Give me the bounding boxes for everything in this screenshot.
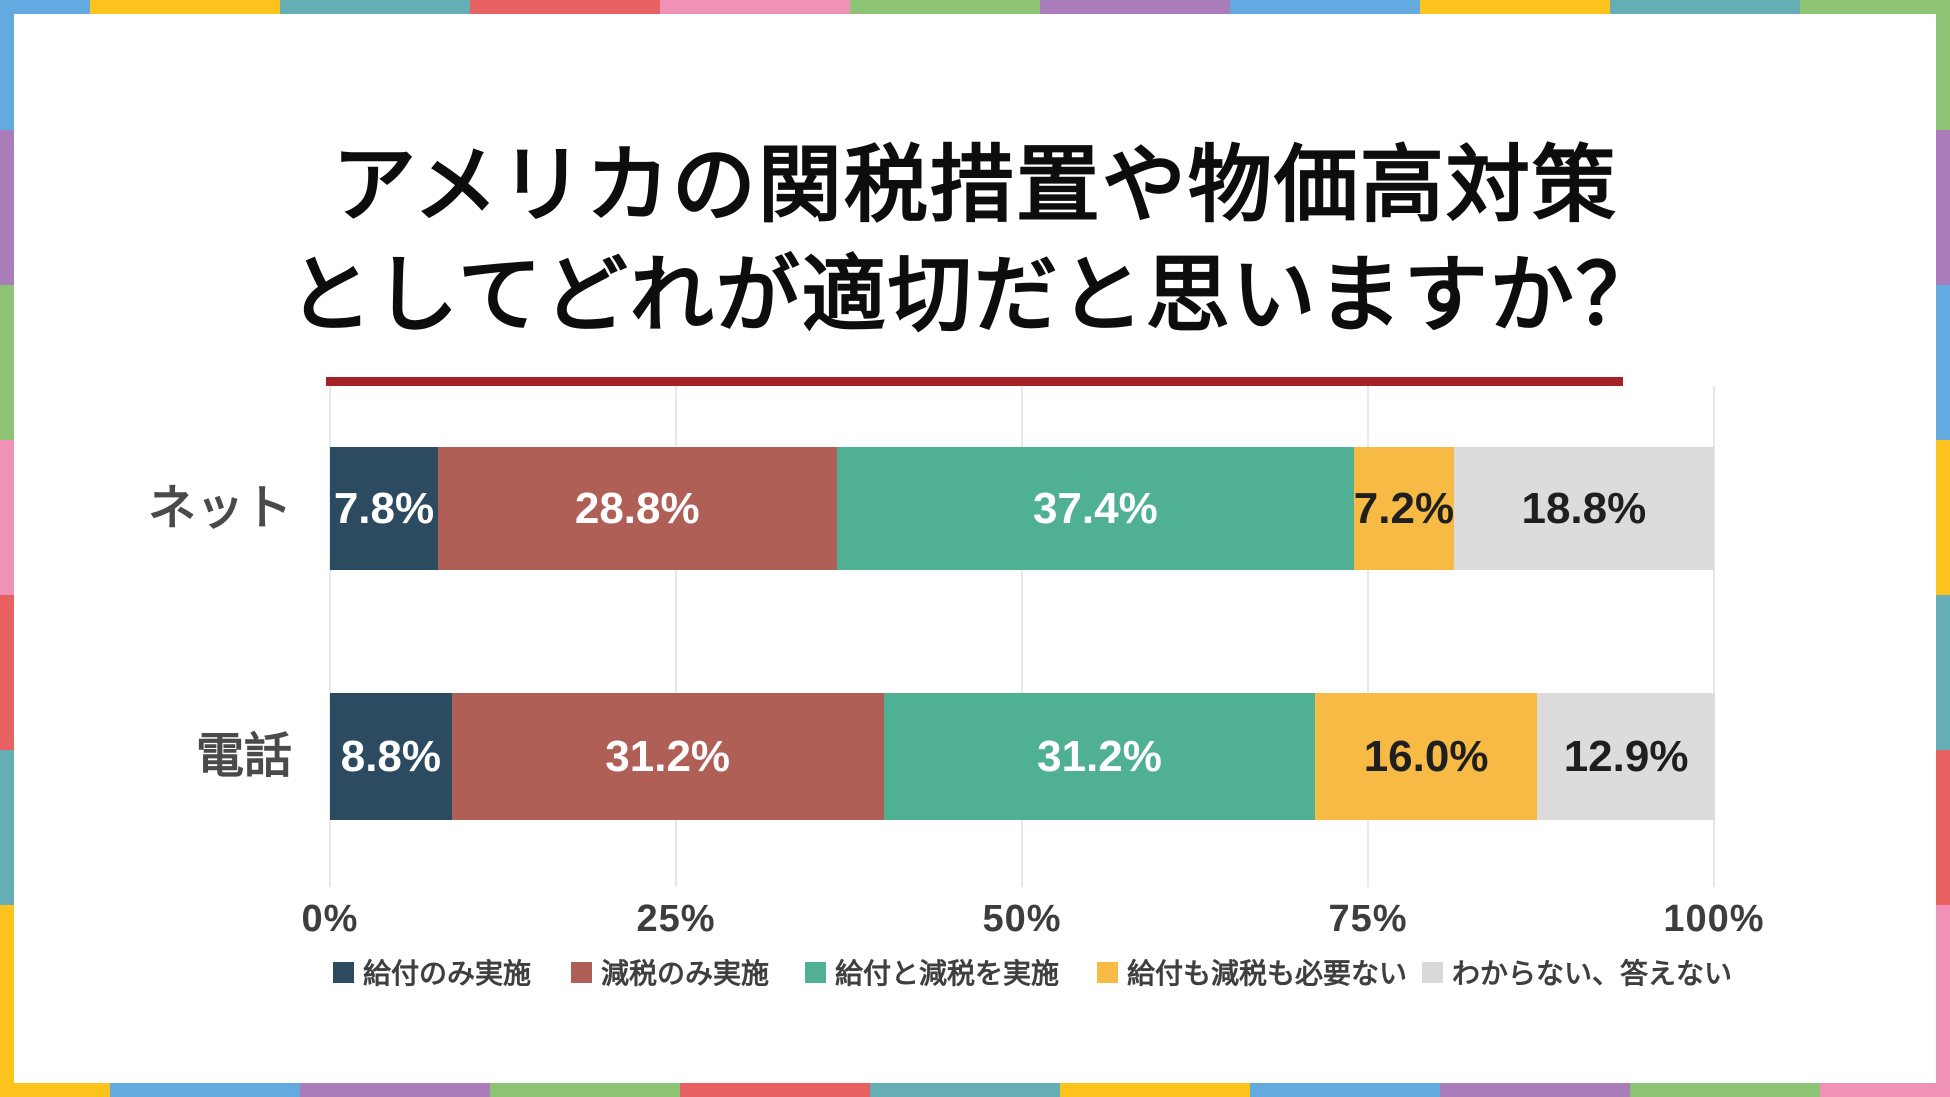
- category-label-電話: 電話: [195, 729, 292, 783]
- frame-segment-purple: [0, 130, 14, 285]
- bar-segment: 31.2%: [883, 693, 1316, 820]
- frame-segment-pink: [660, 0, 850, 14]
- frame-segment-blue: [1936, 285, 1950, 440]
- bar-segment: 37.4%: [836, 447, 1355, 570]
- bar-segment: 12.9%: [1536, 693, 1716, 820]
- bar-segment: 7.8%: [330, 447, 438, 570]
- frame-segment-purple: [1040, 0, 1230, 14]
- legend-label: 減税のみ実施: [601, 958, 770, 989]
- bar-segment-value-label: 28.8%: [574, 483, 700, 533]
- frame-segment-yellow: [1420, 0, 1610, 14]
- x-tick-label: 0%: [301, 898, 359, 940]
- frame-top-border: [0, 0, 1950, 14]
- frame-segment-green: [490, 1083, 680, 1097]
- gridline-25%: [675, 386, 677, 887]
- frame-segment-yellow: [90, 0, 280, 14]
- frame-segment-yellow: [1936, 440, 1950, 595]
- frame-segment-green: [0, 285, 14, 440]
- frame-segment-teal: [1936, 595, 1950, 750]
- frame-right-border: [1936, 0, 1950, 1097]
- frame-segment-purple: [1936, 130, 1950, 285]
- frame-segment-red: [1936, 750, 1950, 905]
- gridline-0%: [329, 386, 331, 887]
- frame-segment-purple: [1440, 1083, 1630, 1097]
- frame-segment-blue: [1230, 0, 1420, 14]
- x-tick-label: 75%: [1328, 898, 1408, 940]
- x-tick-label: 100%: [1663, 898, 1765, 940]
- frame-segment-blue: [0, 0, 14, 130]
- legend-swatch-icon: [571, 961, 592, 983]
- frame-segment-blue: [110, 1083, 300, 1097]
- bar-row-ネット: 7.8% 28.8% 37.4% 7.2% 18.8%: [330, 447, 1714, 570]
- frame-segment-red: [0, 595, 14, 750]
- bar-segment: 28.8%: [437, 447, 837, 570]
- legend-label: 給付のみ実施: [363, 958, 532, 989]
- bar-segment: 16.0%: [1315, 693, 1537, 820]
- frame-segment-yellow: [1060, 1083, 1250, 1097]
- bar-segment-value-label: 12.9%: [1563, 731, 1689, 781]
- frame-segment-green: [1936, 0, 1950, 130]
- frame-segment-purple: [300, 1083, 490, 1097]
- gridline-50%: [1021, 386, 1023, 887]
- bar-segment: 18.8%: [1453, 447, 1714, 570]
- frame-segment-teal: [870, 1083, 1060, 1097]
- legend-label: わからない、答えない: [1452, 958, 1733, 989]
- plot-area: 7.8% 28.8% 37.4% 7.2% 18.8% 8.8% 31.2% 31.2% 16.…: [329, 386, 1716, 887]
- bar-segment-value-label: 8.8%: [340, 731, 442, 781]
- bar-segment-value-label: 7.8%: [333, 483, 435, 533]
- frame-segment-green: [1630, 1083, 1820, 1097]
- title-underline-rule: [326, 377, 1623, 386]
- legend-swatch-icon: [805, 961, 826, 983]
- legend-swatch-icon: [333, 961, 354, 983]
- bar-segment-value-label: 16.0%: [1363, 731, 1489, 781]
- bar-segment-value-label: 7.2%: [1353, 483, 1455, 533]
- legend-item: 給付と減税を実施: [805, 952, 1059, 992]
- bar-segment-value-label: 18.8%: [1521, 483, 1647, 533]
- legend-item: 給付も減税も必要ない: [1097, 952, 1407, 992]
- chart-title: アメリカの関税措置や物価高対策 としてどれが適切だと思いますか？: [0, 130, 1950, 350]
- frame-segment-yellow: [0, 905, 14, 1097]
- category-label-ネット: ネット: [147, 481, 292, 535]
- legend-label: 給付と減税を実施: [835, 958, 1060, 989]
- bar-segment-value-label: 31.2%: [1037, 731, 1162, 781]
- bar-segment-value-label: 31.2%: [605, 731, 731, 781]
- bar-segment: 31.2%: [451, 693, 884, 820]
- frame-segment-yellow: [0, 1083, 110, 1097]
- frame-segment-blue: [1250, 1083, 1440, 1097]
- legend-item: 減税のみ実施: [571, 952, 769, 992]
- bar-segment-value-label: 37.4%: [1032, 483, 1158, 533]
- frame-segment-blue: [0, 0, 90, 14]
- bar-row-電話: 8.8% 31.2% 31.2% 16.0% 12.9%: [330, 693, 1716, 820]
- frame-segment-teal: [280, 0, 470, 14]
- frame-segment-green: [1800, 0, 1950, 14]
- chart-title-line1: アメリカの関税措置や物価高対策: [332, 138, 1618, 232]
- frame-segment-green: [850, 0, 1040, 14]
- chart-legend: 給付のみ実施 減税のみ実施 給付と減税を実施 給付も減税も必要ない わからない、答えない: [0, 952, 1950, 992]
- frame-segment-pink: [1820, 1083, 1950, 1097]
- bar-segment: 7.2%: [1354, 447, 1454, 570]
- x-tick-label: 25%: [636, 898, 716, 940]
- frame-segment-red: [680, 1083, 870, 1097]
- frame-segment-teal: [0, 750, 14, 905]
- x-tick-label: 50%: [982, 898, 1062, 940]
- gridline-75%: [1367, 386, 1369, 887]
- legend-item: 給付のみ実施: [333, 952, 531, 992]
- legend-swatch-icon: [1097, 961, 1118, 983]
- bar-segment: 8.8%: [330, 693, 452, 820]
- frame-bottom-border: [0, 1083, 1950, 1097]
- legend-swatch-icon: [1422, 961, 1443, 983]
- frame-left-border: [0, 0, 14, 1097]
- frame-segment-red: [470, 0, 660, 14]
- gridline-100%: [1713, 386, 1715, 887]
- frame-segment-teal: [1610, 0, 1800, 14]
- legend-item: わからない、答えない: [1422, 952, 1732, 992]
- frame-segment-pink: [0, 440, 14, 595]
- legend-label: 給付も減税も必要ない: [1127, 958, 1408, 989]
- frame-segment-pink: [1936, 905, 1950, 1097]
- chart-title-line2: としてどれが適切だと思いますか？: [288, 248, 1662, 342]
